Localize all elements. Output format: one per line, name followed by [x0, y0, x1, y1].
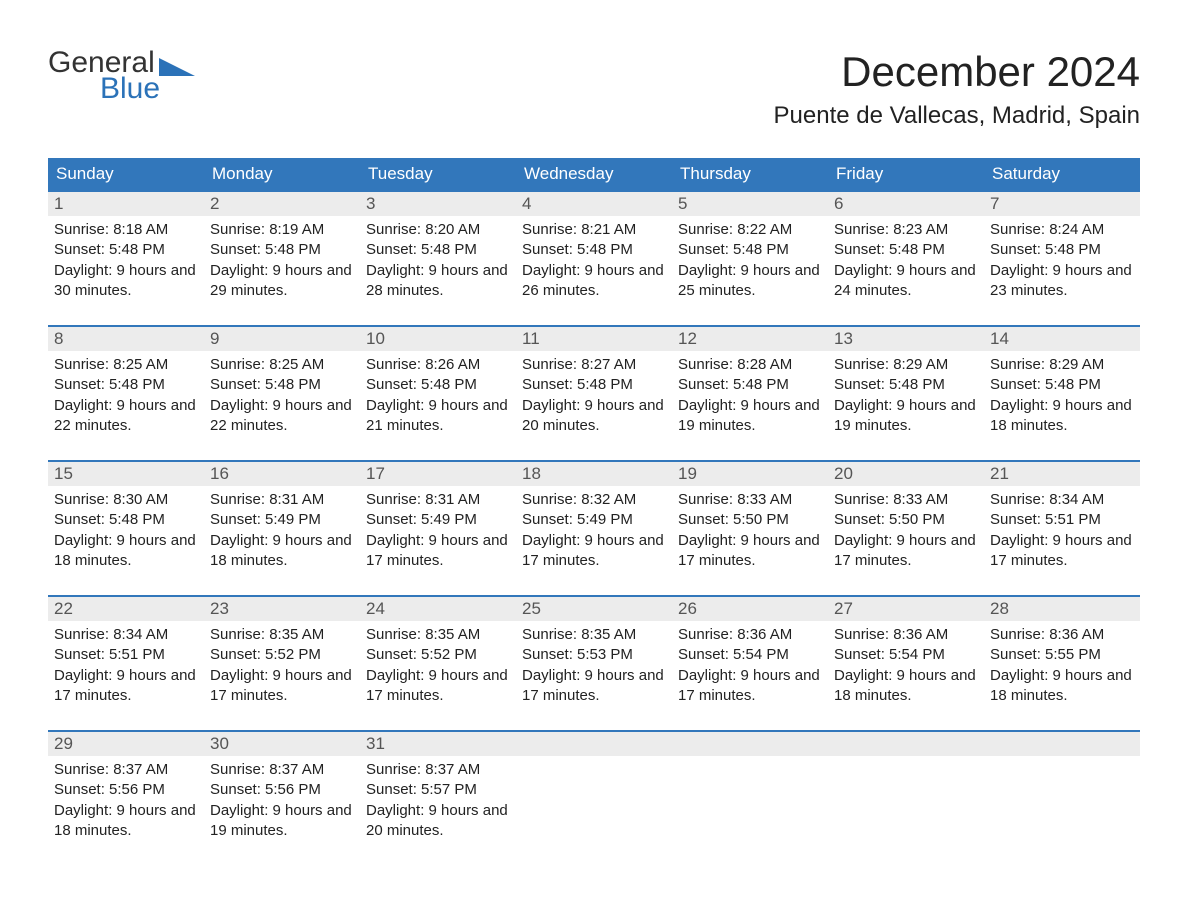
day-number — [828, 732, 984, 756]
day-detail: Sunrise: 8:33 AM Sunset: 5:50 PM Dayligh… — [828, 486, 984, 581]
location: Puente de Vallecas, Madrid, Spain — [774, 102, 1140, 130]
day-number: 28 — [984, 597, 1140, 621]
day-detail: Sunrise: 8:27 AM Sunset: 5:48 PM Dayligh… — [516, 351, 672, 446]
month-title: December 2024 — [774, 48, 1140, 96]
day-number: 24 — [360, 597, 516, 621]
day-number: 9 — [204, 327, 360, 351]
day-number: 31 — [360, 732, 516, 756]
day-number — [516, 732, 672, 756]
day-detail: Sunrise: 8:30 AM Sunset: 5:48 PM Dayligh… — [48, 486, 204, 581]
day-detail: Sunrise: 8:19 AM Sunset: 5:48 PM Dayligh… — [204, 216, 360, 311]
header: General Blue December 2024 Puente de Val… — [48, 48, 1140, 130]
day-number: 12 — [672, 327, 828, 351]
day-detail: Sunrise: 8:35 AM Sunset: 5:53 PM Dayligh… — [516, 621, 672, 716]
day-detail: Sunrise: 8:33 AM Sunset: 5:50 PM Dayligh… — [672, 486, 828, 581]
day-number: 8 — [48, 327, 204, 351]
day-detail: Sunrise: 8:37 AM Sunset: 5:56 PM Dayligh… — [48, 756, 204, 851]
day-detail: Sunrise: 8:21 AM Sunset: 5:48 PM Dayligh… — [516, 216, 672, 311]
day-detail: Sunrise: 8:29 AM Sunset: 5:48 PM Dayligh… — [984, 351, 1140, 446]
day-detail: Sunrise: 8:31 AM Sunset: 5:49 PM Dayligh… — [360, 486, 516, 581]
title-block: December 2024 Puente de Vallecas, Madrid… — [774, 48, 1140, 130]
day-number: 30 — [204, 732, 360, 756]
calendar: SundayMondayTuesdayWednesdayThursdayFrid… — [48, 158, 1140, 851]
day-number: 19 — [672, 462, 828, 486]
day-detail — [984, 756, 1140, 851]
week-row: 22232425262728 Sunrise: 8:34 AM Sunset: 5… — [48, 595, 1140, 716]
day-detail — [828, 756, 984, 851]
day-of-week-header: Sunday — [48, 158, 204, 190]
day-detail: Sunrise: 8:23 AM Sunset: 5:48 PM Dayligh… — [828, 216, 984, 311]
weeks-container: 1234567Sunrise: 8:18 AM Sunset: 5:48 PM … — [48, 190, 1140, 851]
day-of-week-row: SundayMondayTuesdayWednesdayThursdayFrid… — [48, 158, 1140, 190]
day-detail — [516, 756, 672, 851]
day-number: 4 — [516, 192, 672, 216]
day-number: 5 — [672, 192, 828, 216]
week-row: 1234567 Sunrise: 8:18 AM Sunset: 5:48 PM … — [48, 190, 1140, 311]
day-number: 21 — [984, 462, 1140, 486]
day-number: 17 — [360, 462, 516, 486]
day-number: 22 — [48, 597, 204, 621]
day-number: 13 — [828, 327, 984, 351]
day-number: 16 — [204, 462, 360, 486]
day-number: 1 — [48, 192, 204, 216]
day-number: 3 — [360, 192, 516, 216]
day-detail: Sunrise: 8:34 AM Sunset: 5:51 PM Dayligh… — [984, 486, 1140, 581]
day-number: 7 — [984, 192, 1140, 216]
week-row: 891011121314 Sunrise: 8:25 AM Sunset: 5:4… — [48, 325, 1140, 446]
day-detail: Sunrise: 8:37 AM Sunset: 5:57 PM Dayligh… — [360, 756, 516, 851]
day-number: 26 — [672, 597, 828, 621]
day-detail: Sunrise: 8:32 AM Sunset: 5:49 PM Dayligh… — [516, 486, 672, 581]
day-detail: Sunrise: 8:31 AM Sunset: 5:49 PM Dayligh… — [204, 486, 360, 581]
logo: General Blue — [48, 48, 195, 104]
day-of-week-header: Monday — [204, 158, 360, 190]
day-number: 29 — [48, 732, 204, 756]
day-detail: Sunrise: 8:37 AM Sunset: 5:56 PM Dayligh… — [204, 756, 360, 851]
day-detail: Sunrise: 8:34 AM Sunset: 5:51 PM Dayligh… — [48, 621, 204, 716]
day-number: 18 — [516, 462, 672, 486]
day-of-week-header: Tuesday — [360, 158, 516, 190]
day-detail: Sunrise: 8:29 AM Sunset: 5:48 PM Dayligh… — [828, 351, 984, 446]
day-detail: Sunrise: 8:22 AM Sunset: 5:48 PM Dayligh… — [672, 216, 828, 311]
day-detail: Sunrise: 8:25 AM Sunset: 5:48 PM Dayligh… — [204, 351, 360, 446]
day-detail: Sunrise: 8:36 AM Sunset: 5:55 PM Dayligh… — [984, 621, 1140, 716]
week-row: 293031Sunrise: 8:37 AM Sunset: 5:56 PM D… — [48, 730, 1140, 851]
day-of-week-header: Wednesday — [516, 158, 672, 190]
day-detail: Sunrise: 8:26 AM Sunset: 5:48 PM Dayligh… — [360, 351, 516, 446]
day-detail: Sunrise: 8:35 AM Sunset: 5:52 PM Dayligh… — [360, 621, 516, 716]
day-of-week-header: Friday — [828, 158, 984, 190]
day-number: 2 — [204, 192, 360, 216]
day-number: 11 — [516, 327, 672, 351]
day-detail: Sunrise: 8:36 AM Sunset: 5:54 PM Dayligh… — [672, 621, 828, 716]
day-number: 14 — [984, 327, 1140, 351]
day-number: 27 — [828, 597, 984, 621]
logo-word-2: Blue — [48, 74, 195, 104]
day-number: 15 — [48, 462, 204, 486]
week-row: 15161718192021 Sunrise: 8:30 AM Sunset: 5… — [48, 460, 1140, 581]
day-number: 6 — [828, 192, 984, 216]
day-detail — [672, 756, 828, 851]
day-detail: Sunrise: 8:35 AM Sunset: 5:52 PM Dayligh… — [204, 621, 360, 716]
day-number: 25 — [516, 597, 672, 621]
day-number: 10 — [360, 327, 516, 351]
day-detail: Sunrise: 8:25 AM Sunset: 5:48 PM Dayligh… — [48, 351, 204, 446]
day-number: 20 — [828, 462, 984, 486]
day-detail: Sunrise: 8:20 AM Sunset: 5:48 PM Dayligh… — [360, 216, 516, 311]
day-detail: Sunrise: 8:36 AM Sunset: 5:54 PM Dayligh… — [828, 621, 984, 716]
day-detail: Sunrise: 8:18 AM Sunset: 5:48 PM Dayligh… — [48, 216, 204, 311]
day-of-week-header: Saturday — [984, 158, 1140, 190]
day-number — [672, 732, 828, 756]
day-detail: Sunrise: 8:28 AM Sunset: 5:48 PM Dayligh… — [672, 351, 828, 446]
day-detail: Sunrise: 8:24 AM Sunset: 5:48 PM Dayligh… — [984, 216, 1140, 311]
day-number: 23 — [204, 597, 360, 621]
day-of-week-header: Thursday — [672, 158, 828, 190]
day-number — [984, 732, 1140, 756]
